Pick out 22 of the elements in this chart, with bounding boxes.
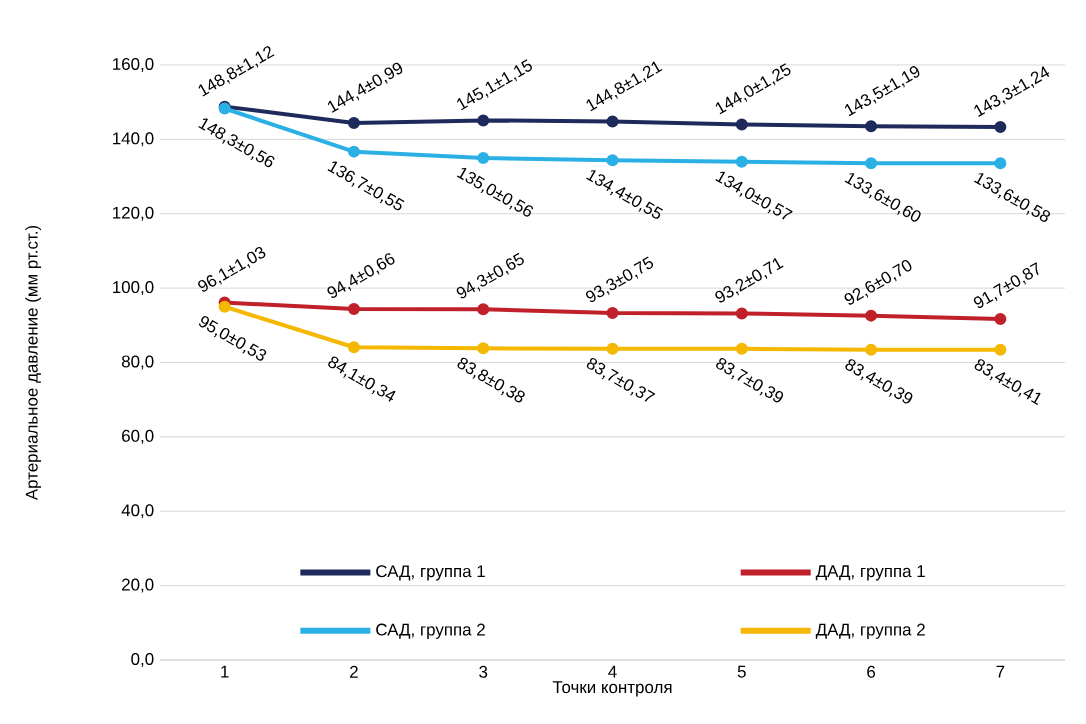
x-tick-label: 3 [479, 665, 488, 678]
y-tick-label: 160,0 [113, 57, 154, 72]
x-axis-title: Точки контроля [552, 681, 672, 697]
x-tick-label: 6 [867, 665, 876, 678]
x-tick-label: 5 [737, 665, 746, 678]
y-axis-title: Артериальное давление (мм рт.ст.) [25, 225, 42, 501]
y-tick-label: 40,0 [121, 504, 154, 519]
x-tick-label: 1 [221, 665, 229, 678]
y-tick-label: 20,0 [122, 578, 154, 593]
legend-label: САД, группа 1 [376, 565, 485, 581]
x-tick-label: 4 [608, 665, 617, 678]
x-tick-label: 2 [350, 665, 358, 678]
y-tick-label: 60,0 [122, 429, 154, 444]
y-tick-label: 120,0 [113, 206, 154, 221]
legend-label: ДАД, группа 2 [815, 623, 925, 639]
x-tick-label: 7 [996, 665, 1005, 678]
legend-label: САД, группа 2 [376, 623, 485, 639]
y-tick-label: 140,0 [113, 132, 154, 147]
y-tick-label: 0,0 [131, 652, 154, 667]
y-tick-label: 100,0 [113, 281, 154, 296]
y-tick-label: 80,0 [121, 355, 154, 370]
legend-label: ДАД, группа 1 [815, 565, 925, 581]
